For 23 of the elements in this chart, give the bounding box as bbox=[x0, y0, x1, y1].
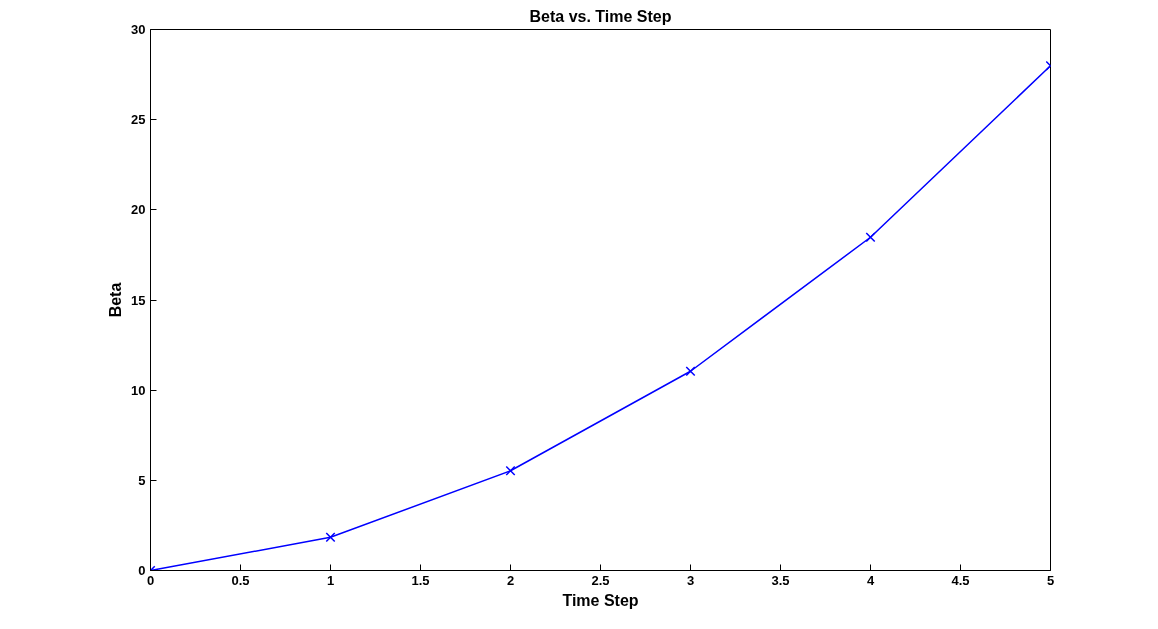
x-tick-label: 3 bbox=[686, 572, 695, 588]
x-tick-label: 1.5 bbox=[411, 572, 430, 588]
x-tick-label: 3.5 bbox=[771, 572, 790, 588]
point bbox=[505, 465, 516, 476]
x-tick-label: 1 bbox=[326, 572, 335, 588]
y-tick-label: 10 bbox=[131, 382, 146, 398]
point bbox=[865, 232, 876, 243]
x-tick-label: 2 bbox=[506, 572, 515, 588]
y-tick-label: 25 bbox=[131, 112, 146, 128]
y-tick-label: 30 bbox=[131, 22, 146, 37]
x-tick-label: 5 bbox=[1046, 572, 1055, 588]
x-tick-label: 4 bbox=[866, 572, 875, 588]
point bbox=[325, 532, 336, 543]
y-tick-label: 5 bbox=[138, 472, 146, 488]
x-tick-label: 0.5 bbox=[231, 572, 250, 588]
y-axis-title: Beta bbox=[107, 282, 125, 318]
x-axis-title: Time Step bbox=[562, 591, 639, 609]
chart-title: Beta vs. Time Step bbox=[529, 7, 672, 25]
y-tick-label: 20 bbox=[131, 202, 146, 218]
point bbox=[685, 366, 696, 377]
x-tick-label: 2.5 bbox=[591, 572, 610, 588]
x-tick-label: 4.5 bbox=[951, 572, 970, 588]
y-tick-label: 15 bbox=[131, 292, 146, 308]
